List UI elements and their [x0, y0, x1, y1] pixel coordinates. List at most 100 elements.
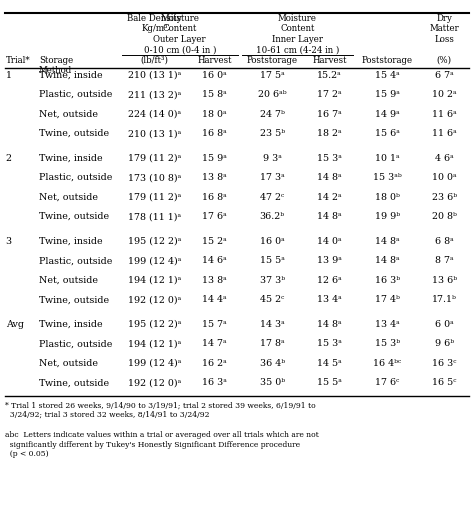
Text: Moisture
Content
Inner Layer
10-61 cm (4-24 in ): Moisture Content Inner Layer 10-61 cm (4… [255, 14, 339, 54]
Text: 17.1ᵇ: 17.1ᵇ [432, 295, 457, 304]
Text: 15 5ᵃ: 15 5ᵃ [260, 256, 284, 265]
Text: 13 4ᵃ: 13 4ᵃ [375, 320, 400, 329]
Text: 17 6ᵃ: 17 6ᵃ [202, 212, 227, 221]
Text: 9 3ᵃ: 9 3ᵃ [263, 154, 282, 163]
Text: 17 8ᵃ: 17 8ᵃ [260, 340, 284, 348]
Text: 20 8ᵇ: 20 8ᵇ [432, 212, 457, 221]
Text: Twine, outside: Twine, outside [39, 129, 109, 138]
Text: 10 0ᵃ: 10 0ᵃ [432, 173, 457, 182]
Text: 15 9ᵃ: 15 9ᵃ [375, 90, 400, 99]
Text: 18 0ᵃ: 18 0ᵃ [202, 110, 227, 119]
Text: Twine, inside: Twine, inside [39, 320, 103, 329]
Text: 17 6ᶜ: 17 6ᶜ [375, 379, 400, 387]
Text: 17 4ᵇ: 17 4ᵇ [375, 295, 400, 304]
Text: 16 8ᵃ: 16 8ᵃ [202, 193, 227, 202]
Text: 179 (11 2)ᵃ: 179 (11 2)ᵃ [128, 193, 181, 202]
Text: 14 6ᵃ: 14 6ᵃ [202, 256, 227, 265]
Text: Harvest: Harvest [197, 56, 232, 65]
Text: Twine, inside: Twine, inside [39, 237, 103, 246]
Text: 211 (13 2)ᵃ: 211 (13 2)ᵃ [128, 90, 181, 99]
Text: 13 8ᵃ: 13 8ᵃ [202, 276, 227, 285]
Text: 6 7ᵃ: 6 7ᵃ [435, 71, 454, 80]
Text: 194 (12 1)ᵃ: 194 (12 1)ᵃ [128, 276, 181, 285]
Text: Plastic, outside: Plastic, outside [39, 90, 112, 99]
Text: Twine, outside: Twine, outside [39, 295, 109, 304]
Text: 13 9ᵃ: 13 9ᵃ [317, 256, 342, 265]
Text: 173 (10 8)ᵃ: 173 (10 8)ᵃ [128, 173, 181, 182]
Text: Poststorage: Poststorage [246, 56, 298, 65]
Text: 23 6ᵇ: 23 6ᵇ [432, 193, 457, 202]
Text: 210 (13 1)ᵃ: 210 (13 1)ᵃ [128, 71, 181, 80]
Text: 11 6ᵃ: 11 6ᵃ [432, 110, 457, 119]
Text: 15 3ᵃ: 15 3ᵃ [317, 340, 342, 348]
Text: Plastic, outside: Plastic, outside [39, 256, 112, 265]
Text: 10 1ᵃ: 10 1ᵃ [375, 154, 400, 163]
Text: 15 8ᵃ: 15 8ᵃ [202, 90, 227, 99]
Text: Bale Density
Kg/m³: Bale Density Kg/m³ [128, 14, 182, 33]
Text: 14 8ᵃ: 14 8ᵃ [318, 212, 342, 221]
Text: Net, outside: Net, outside [39, 193, 98, 202]
Text: 15 7ᵃ: 15 7ᵃ [202, 320, 227, 329]
Text: Avg: Avg [6, 320, 24, 329]
Text: 17 2ᵃ: 17 2ᵃ [318, 90, 342, 99]
Text: 9 6ᵇ: 9 6ᵇ [435, 340, 454, 348]
Text: 195 (12 2)ᵃ: 195 (12 2)ᵃ [128, 237, 182, 246]
Text: (%): (%) [437, 56, 452, 65]
Text: 6 8ᵃ: 6 8ᵃ [435, 237, 454, 246]
Text: Storage
Method: Storage Method [39, 56, 73, 75]
Text: 14 4ᵃ: 14 4ᵃ [202, 295, 227, 304]
Text: 14 0ᵃ: 14 0ᵃ [318, 237, 342, 246]
Text: 24 7ᵇ: 24 7ᵇ [260, 110, 284, 119]
Text: Poststorage: Poststorage [362, 56, 413, 65]
Text: 179 (11 2)ᵃ: 179 (11 2)ᵃ [128, 154, 181, 163]
Text: 18 0ᵇ: 18 0ᵇ [375, 193, 400, 202]
Text: 14 8ᵃ: 14 8ᵃ [375, 237, 400, 246]
Text: 178 (11 1)ᵃ: 178 (11 1)ᵃ [128, 212, 181, 221]
Text: 16 3ᵃ: 16 3ᵃ [202, 379, 227, 387]
Text: 15 6ᵃ: 15 6ᵃ [375, 129, 400, 138]
Text: 19 9ᵇ: 19 9ᵇ [374, 212, 400, 221]
Text: 6 0ᵃ: 6 0ᵃ [435, 320, 454, 329]
Text: 15 5ᵃ: 15 5ᵃ [317, 379, 342, 387]
Text: 45 2ᶜ: 45 2ᶜ [260, 295, 284, 304]
Text: 199 (12 4)ᵃ: 199 (12 4)ᵃ [128, 359, 182, 368]
Text: 36 4ᵇ: 36 4ᵇ [260, 359, 285, 368]
Text: Moisture
Content
Outer Layer
0-10 cm (0-4 in ): Moisture Content Outer Layer 0-10 cm (0-… [144, 14, 216, 54]
Text: 8 7ᵃ: 8 7ᵃ [435, 256, 454, 265]
Text: 13 4ᵃ: 13 4ᵃ [317, 295, 342, 304]
Text: 4 6ᵃ: 4 6ᵃ [435, 154, 454, 163]
Text: 36.2ᵇ: 36.2ᵇ [260, 212, 285, 221]
Text: 35 0ᵇ: 35 0ᵇ [260, 379, 285, 387]
Text: Twine, inside: Twine, inside [39, 71, 103, 80]
Text: 11 6ᵃ: 11 6ᵃ [432, 129, 457, 138]
Text: * Trial 1 stored 26 weeks, 9/14/90 to 3/19/91; trial 2 stored 39 weeks, 6/19/91 : * Trial 1 stored 26 weeks, 9/14/90 to 3/… [5, 402, 315, 419]
Text: 20 6ᵃᵇ: 20 6ᵃᵇ [258, 90, 286, 99]
Text: 14 2ᵃ: 14 2ᵃ [318, 193, 342, 202]
Text: Net, outside: Net, outside [39, 110, 98, 119]
Text: 14 9ᵃ: 14 9ᵃ [375, 110, 400, 119]
Text: 210 (13 1)ᵃ: 210 (13 1)ᵃ [128, 129, 181, 138]
Text: 15 9ᵃ: 15 9ᵃ [202, 154, 227, 163]
Text: 16 3ᵇ: 16 3ᵇ [374, 276, 400, 285]
Text: 16 3ᶜ: 16 3ᶜ [432, 359, 456, 368]
Text: Dry
Matter
Loss: Dry Matter Loss [429, 14, 459, 44]
Text: 199 (12 4)ᵃ: 199 (12 4)ᵃ [128, 256, 182, 265]
Text: 194 (12 1)ᵃ: 194 (12 1)ᵃ [128, 340, 181, 348]
Text: 15 3ᵇ: 15 3ᵇ [374, 340, 400, 348]
Text: Net, outside: Net, outside [39, 276, 98, 285]
Text: 23 5ᵇ: 23 5ᵇ [260, 129, 285, 138]
Text: 16 8ᵃ: 16 8ᵃ [202, 129, 227, 138]
Text: Trial*: Trial* [6, 56, 30, 65]
Text: 195 (12 2)ᵃ: 195 (12 2)ᵃ [128, 320, 182, 329]
Text: 16 0ᵃ: 16 0ᵃ [260, 237, 284, 246]
Text: 14 8ᵃ: 14 8ᵃ [318, 320, 342, 329]
Text: 17 5ᵃ: 17 5ᵃ [260, 71, 284, 80]
Text: 14 8ᵃ: 14 8ᵃ [318, 173, 342, 182]
Text: Plastic, outside: Plastic, outside [39, 173, 112, 182]
Text: abc  Letters indicate values within a trial or averaged over all trials which ar: abc Letters indicate values within a tri… [5, 431, 319, 458]
Text: 2: 2 [6, 154, 12, 163]
Text: 15.2ᵃ: 15.2ᵃ [317, 71, 342, 80]
Text: 13 6ᵇ: 13 6ᵇ [432, 276, 457, 285]
Text: Net, outside: Net, outside [39, 359, 98, 368]
Text: 12 6ᵃ: 12 6ᵃ [317, 276, 342, 285]
